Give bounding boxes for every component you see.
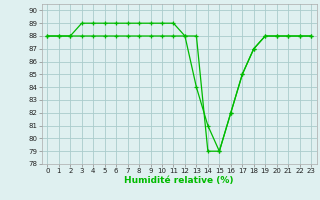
X-axis label: Humidité relative (%): Humidité relative (%): [124, 176, 234, 185]
